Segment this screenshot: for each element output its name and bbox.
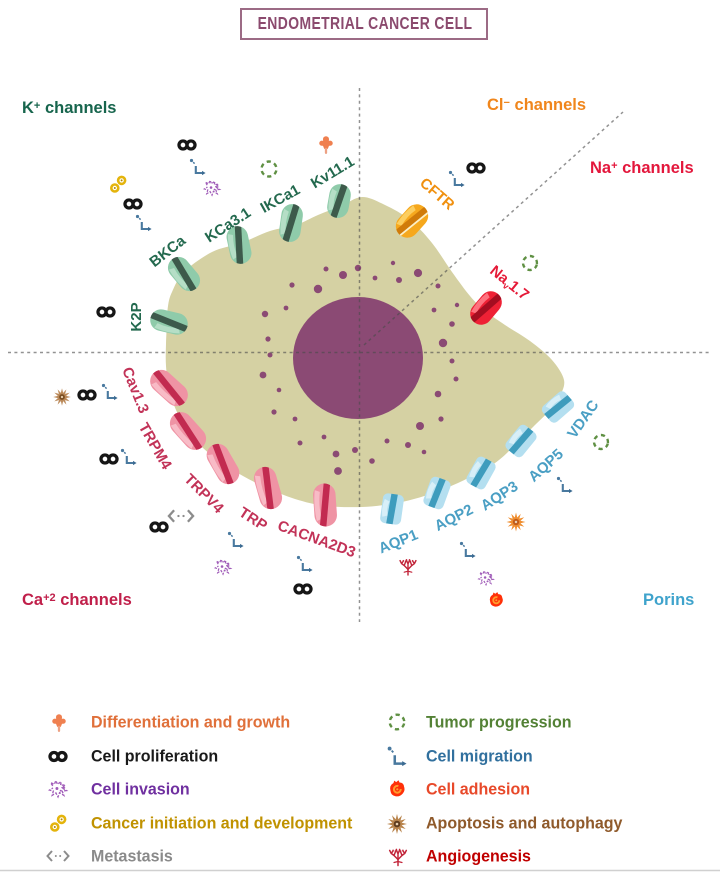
- svg-text:Cell migration: Cell migration: [426, 747, 533, 765]
- svg-text:Cell invasion: Cell invasion: [91, 780, 190, 798]
- svg-text:K+ channels: K+ channels: [22, 99, 116, 117]
- svg-text:Na+ channels: Na+ channels: [590, 159, 694, 177]
- svg-text:Angiogenesis: Angiogenesis: [426, 847, 531, 865]
- svg-text:Porins: Porins: [643, 591, 694, 609]
- svg-text:Cancer initiation and developm: Cancer initiation and development: [91, 814, 353, 832]
- svg-text:Differentiation and growth: Differentiation and growth: [91, 713, 290, 731]
- svg-text:Metastasis: Metastasis: [91, 847, 173, 865]
- svg-text:Cl− channels: Cl− channels: [487, 96, 586, 114]
- svg-text:ENDOMETRIAL CANCER CELL: ENDOMETRIAL CANCER CELL: [258, 15, 473, 34]
- svg-text:Cell adhesion: Cell adhesion: [426, 780, 530, 798]
- svg-text:Apoptosis and autophagy: Apoptosis and autophagy: [426, 814, 622, 832]
- svg-text:Cell proliferation: Cell proliferation: [91, 747, 218, 765]
- svg-text:Tumor progression: Tumor progression: [426, 713, 571, 731]
- svg-text:K2P: K2P: [128, 302, 145, 331]
- svg-text:Ca+2 channels: Ca+2 channels: [22, 591, 132, 609]
